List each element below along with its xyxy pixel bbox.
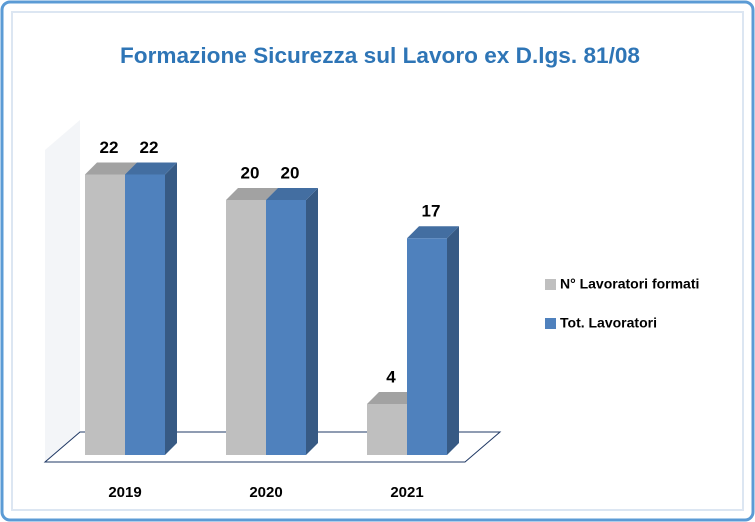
bar-top [367, 392, 419, 404]
bar-side [165, 162, 177, 455]
bar-top [85, 162, 137, 175]
bar-side [306, 188, 318, 455]
data-label: 20 [241, 163, 260, 182]
bar-top [407, 226, 459, 239]
chart-title: Formazione Sicurezza sul Lavoro ex D.lgs… [120, 43, 640, 68]
bar [125, 174, 165, 455]
bar [367, 404, 407, 455]
legend-label: N° Lavoratori formati [560, 276, 699, 292]
side-wall [45, 120, 80, 462]
data-label: 4 [386, 367, 396, 386]
legend-label: Tot. Lavoratori [560, 315, 657, 331]
data-label: 22 [100, 138, 119, 157]
bar-top [266, 188, 318, 200]
bar [85, 174, 125, 455]
legend-swatch [545, 318, 556, 329]
bar-top [226, 188, 278, 200]
data-label: 20 [281, 163, 300, 182]
inner-frame [11, 11, 744, 511]
bar [407, 238, 447, 455]
data-label: 22 [140, 138, 159, 157]
bar-side [447, 226, 459, 455]
legend-swatch [545, 279, 556, 290]
x-tick-label: 2019 [108, 484, 141, 501]
bar [266, 200, 306, 455]
bar [226, 200, 266, 455]
x-tick-label: 2021 [390, 484, 423, 501]
bar-top [125, 162, 177, 175]
x-tick-label: 2020 [249, 484, 282, 501]
data-label: 17 [422, 202, 441, 221]
